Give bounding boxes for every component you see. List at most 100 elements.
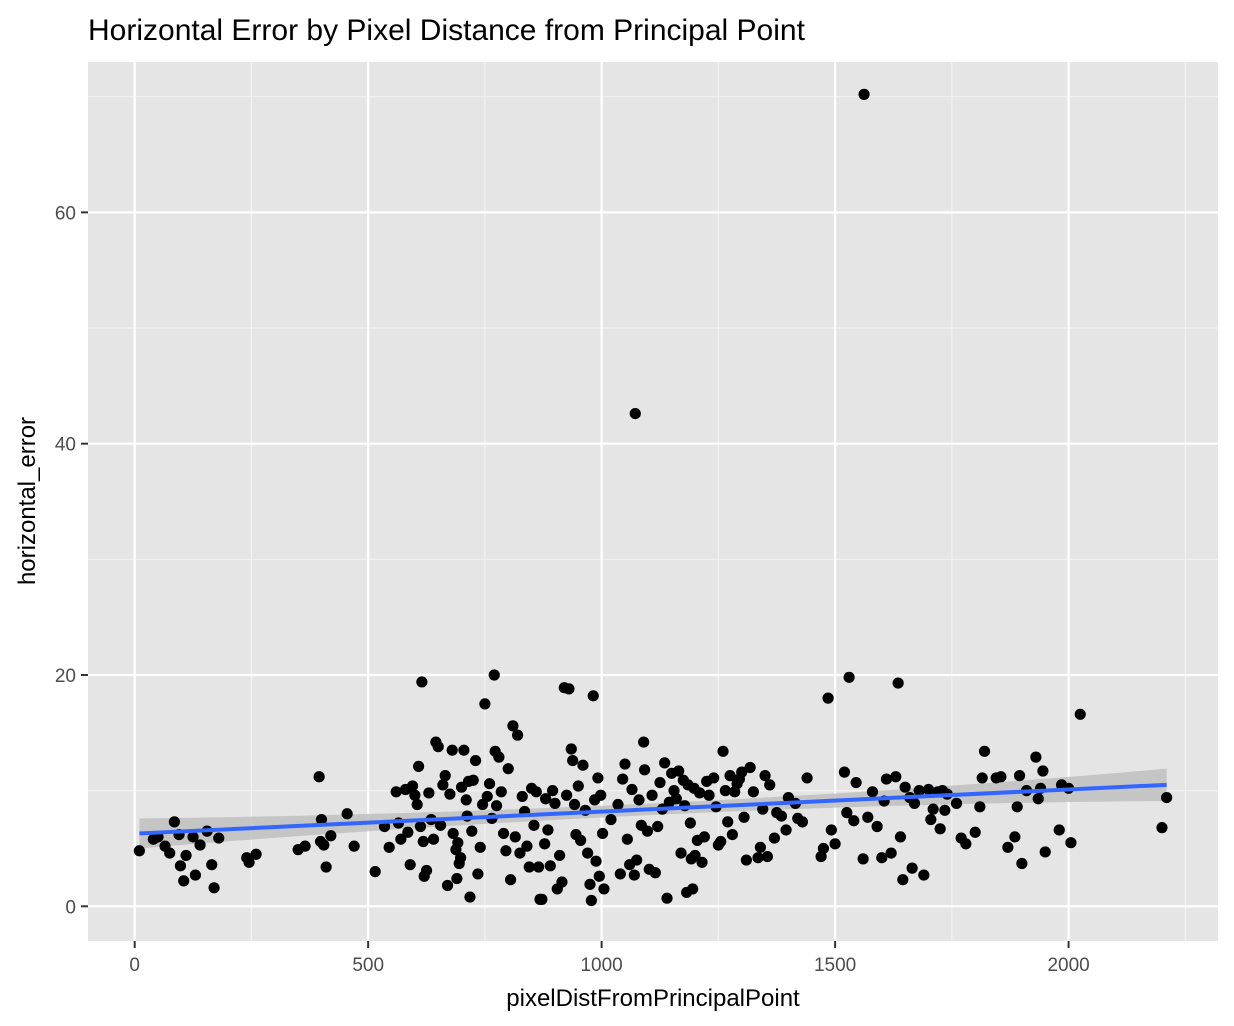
data-point bbox=[1053, 824, 1065, 836]
data-point bbox=[536, 893, 548, 905]
data-point bbox=[530, 786, 542, 798]
data-point bbox=[483, 778, 496, 790]
data-point bbox=[507, 720, 519, 732]
data-point bbox=[974, 801, 986, 813]
data-point bbox=[768, 832, 781, 844]
data-point bbox=[661, 892, 673, 904]
data-point bbox=[675, 847, 687, 859]
data-point bbox=[862, 811, 874, 823]
data-point bbox=[472, 868, 484, 880]
data-point bbox=[460, 794, 472, 806]
data-point bbox=[775, 810, 788, 822]
data-point bbox=[434, 819, 447, 831]
data-point bbox=[168, 816, 180, 828]
data-point bbox=[626, 783, 638, 796]
data-point bbox=[446, 744, 458, 756]
data-point bbox=[437, 779, 449, 791]
data-point bbox=[969, 826, 981, 838]
data-point bbox=[404, 859, 416, 871]
data-point bbox=[213, 832, 225, 844]
data-point bbox=[698, 831, 710, 843]
data-point bbox=[575, 834, 587, 846]
data-point bbox=[841, 807, 853, 819]
data-point bbox=[133, 845, 145, 857]
data-point bbox=[719, 785, 731, 797]
data-point bbox=[897, 874, 909, 886]
data-point bbox=[1016, 857, 1028, 870]
y-axis-title: horizontal_error bbox=[14, 417, 41, 585]
data-points bbox=[133, 88, 1173, 907]
data-point bbox=[417, 835, 429, 848]
data-point bbox=[194, 839, 206, 851]
data-point bbox=[451, 872, 463, 885]
data-point bbox=[617, 773, 629, 785]
data-point bbox=[528, 819, 540, 831]
data-point bbox=[539, 838, 551, 850]
data-point bbox=[934, 823, 946, 835]
tick-labels: 0 500 1000 1500 2000 0 20 40 60 bbox=[55, 203, 1090, 976]
data-point bbox=[638, 736, 650, 748]
data-point bbox=[542, 824, 554, 836]
data-point bbox=[587, 690, 599, 702]
data-point bbox=[724, 770, 736, 782]
data-point bbox=[582, 847, 594, 859]
data-point bbox=[1013, 770, 1026, 782]
data-point bbox=[829, 838, 841, 850]
data-point bbox=[474, 841, 486, 853]
data-point bbox=[925, 813, 937, 826]
data-point bbox=[715, 835, 727, 848]
data-point bbox=[871, 820, 883, 833]
data-point bbox=[592, 772, 604, 784]
data-point bbox=[822, 692, 834, 704]
x-tick-label: 0 bbox=[129, 955, 140, 976]
data-point bbox=[619, 758, 631, 770]
data-point bbox=[1161, 791, 1173, 804]
data-point bbox=[493, 751, 505, 763]
data-point bbox=[383, 841, 395, 853]
data-point bbox=[838, 766, 851, 778]
data-point bbox=[563, 683, 575, 695]
data-point bbox=[554, 849, 566, 862]
data-point bbox=[187, 831, 199, 843]
x-tick-label: 2000 bbox=[1047, 955, 1089, 976]
data-point bbox=[687, 883, 699, 895]
data-point bbox=[414, 820, 427, 833]
data-point bbox=[605, 813, 617, 826]
data-point bbox=[641, 825, 653, 837]
data-point bbox=[848, 815, 860, 827]
data-point bbox=[318, 839, 330, 851]
data-point bbox=[502, 763, 514, 775]
data-point bbox=[488, 669, 500, 681]
data-point bbox=[447, 827, 459, 840]
data-point bbox=[420, 864, 433, 877]
data-point bbox=[801, 772, 813, 784]
data-point bbox=[320, 861, 332, 873]
data-point bbox=[817, 842, 830, 855]
data-point bbox=[738, 811, 750, 823]
data-point bbox=[638, 764, 651, 776]
data-point bbox=[395, 833, 407, 845]
data-point bbox=[843, 671, 855, 683]
data-point bbox=[1002, 841, 1014, 853]
data-point bbox=[892, 677, 904, 689]
data-point bbox=[390, 786, 402, 798]
data-point bbox=[402, 826, 414, 838]
data-point bbox=[885, 847, 897, 859]
data-point bbox=[740, 854, 752, 866]
data-point bbox=[189, 869, 201, 881]
data-point bbox=[243, 856, 255, 868]
data-point bbox=[341, 808, 353, 820]
data-point bbox=[913, 785, 925, 797]
data-point bbox=[894, 831, 907, 843]
data-point bbox=[978, 745, 991, 757]
y-tick-label: 20 bbox=[55, 666, 76, 687]
data-point bbox=[1011, 801, 1023, 813]
x-tick-label: 1000 bbox=[580, 955, 622, 976]
data-point bbox=[409, 789, 421, 801]
data-point bbox=[565, 743, 577, 755]
data-point bbox=[458, 744, 470, 756]
data-point bbox=[523, 861, 535, 873]
data-point bbox=[585, 894, 597, 907]
data-point bbox=[208, 882, 220, 894]
data-point bbox=[950, 797, 963, 809]
